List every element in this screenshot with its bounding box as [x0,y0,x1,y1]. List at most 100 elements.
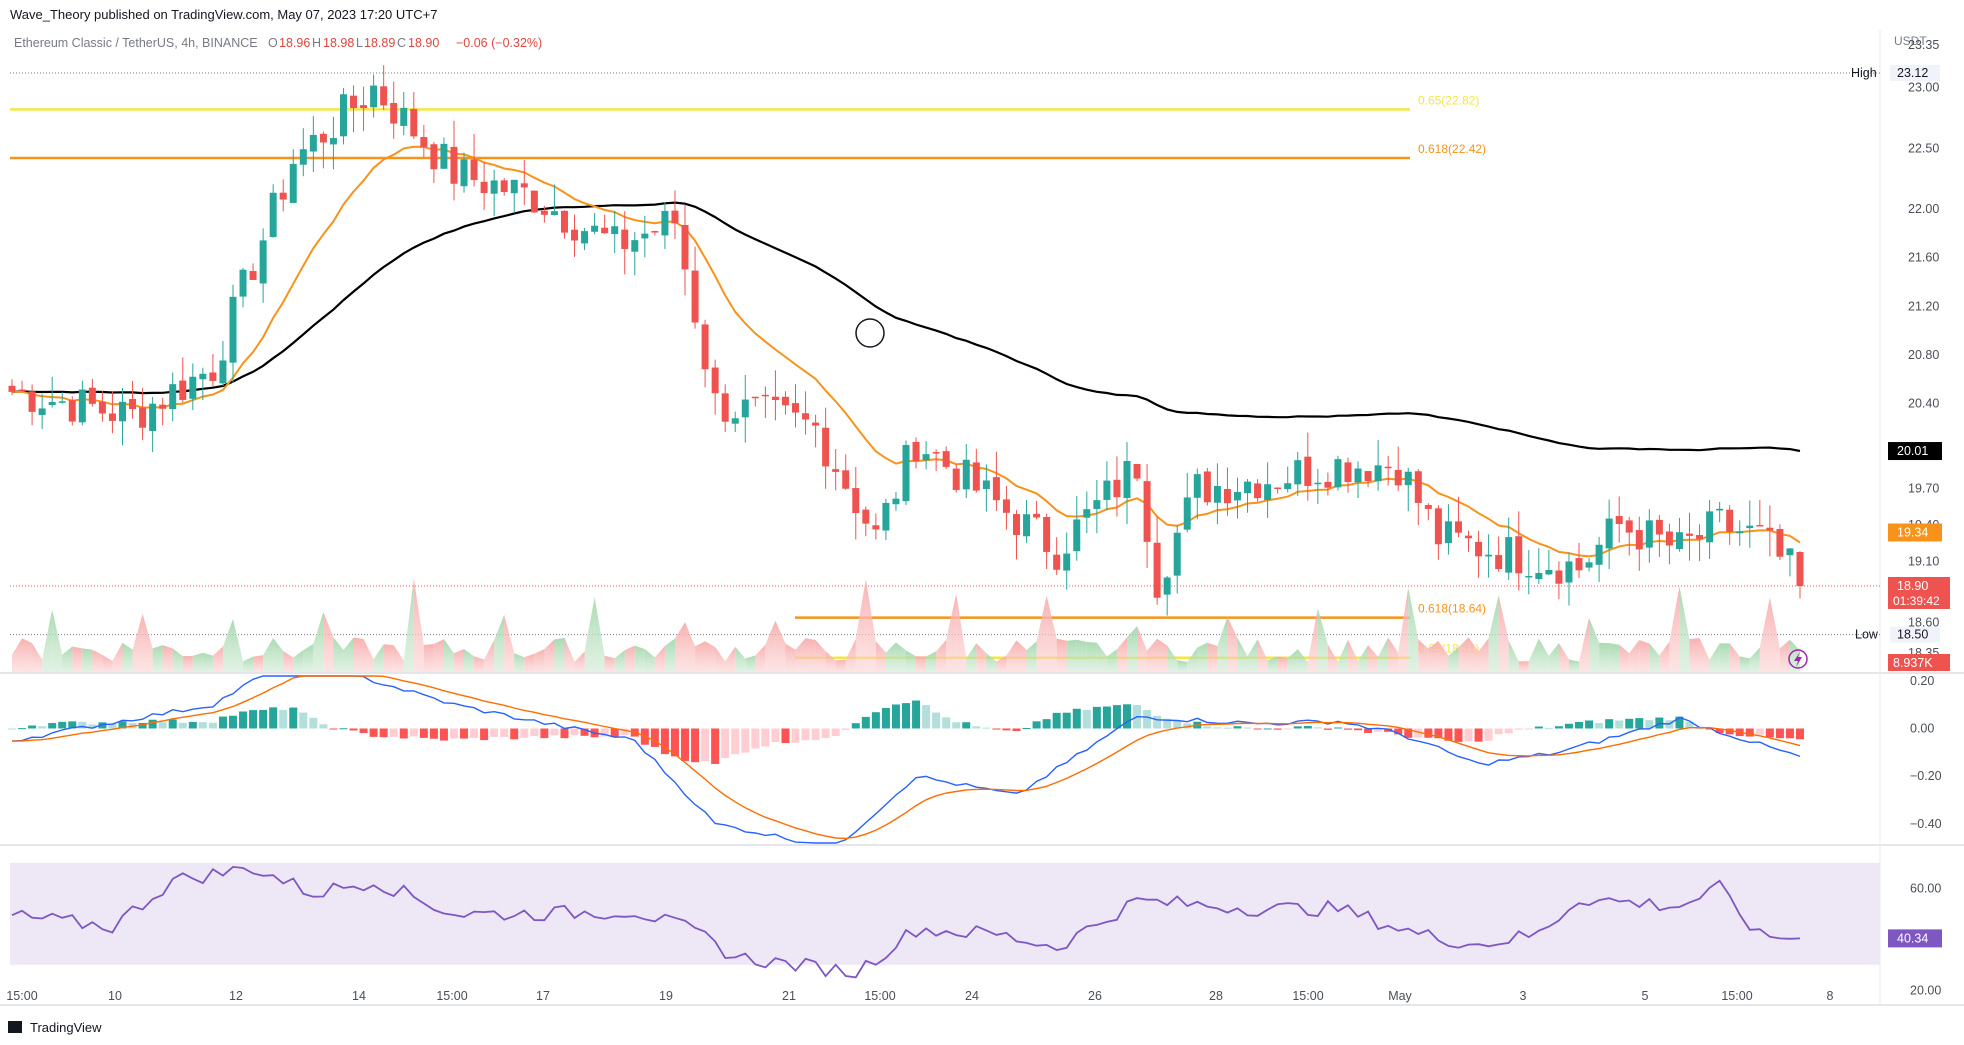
volume-area-segment [725,646,736,672]
ohlc-low: 18.89 [364,36,395,50]
macd-histogram-bar [1504,728,1513,734]
volume-area-segment [383,644,394,672]
volume-area-segment [192,652,203,672]
volume-area-segment [1418,639,1429,672]
macd-histogram-bar [269,707,278,729]
time-tick-label: 15:00 [1721,989,1752,1003]
volume-area-segment [594,597,605,672]
fibonacci-levels[interactable]: 0.65(22.82)0.618(22.42)0.618(18.64)0.65(… [10,93,1486,659]
macd-histogram-bar [1122,704,1131,729]
macd-histogram-bar [1092,706,1101,729]
volume-area-segment [1779,639,1790,672]
macd-histogram-bar [851,723,860,729]
volume-area-segment [634,645,645,672]
candle-body [289,163,297,203]
rsi-line [11,865,1801,979]
candle-body [28,391,36,412]
macd-histogram-bar [1595,723,1604,729]
ohlc-o-label: O [268,36,278,50]
volume-area-segment [343,637,354,672]
candle-body [309,134,317,152]
macd-histogram-bar [1293,726,1302,729]
candle-body [651,231,659,233]
candle-body [1093,500,1101,509]
macd-histogram-bar [972,726,981,729]
volume-area-segment [785,643,796,672]
volume-area-segment [1197,642,1208,672]
macd-histogram-bar [8,728,16,730]
candle-body [942,451,950,467]
macd-histogram-bar [470,728,479,738]
candle-body [139,407,147,428]
candle-body [149,403,157,431]
volume-area-segment [805,638,816,672]
candle-body [1776,529,1784,557]
macd-histogram-bar [1554,726,1563,729]
macd-histogram-bar [1032,721,1041,729]
macd-histogram-bar [1685,721,1694,729]
volume-area-segment [1026,641,1037,672]
macd-histogram-bar [1534,726,1543,729]
volume-area-segment [1307,608,1318,672]
candle-body [601,227,609,234]
lightning-icon[interactable] [1788,649,1808,669]
time-tick-label: 5 [1642,989,1649,1003]
candle-body [1223,488,1231,504]
candle-body [480,181,488,193]
macd-histogram-bar [1364,728,1373,733]
candle-body [1113,479,1121,498]
macd-histogram-bar [1012,728,1021,732]
volume-area-segment [745,655,756,672]
volume-area-segment [1358,645,1369,672]
countdown-badge: 01:39:42 [1893,594,1940,608]
volume-area-segment [845,638,856,672]
candle-body [631,240,639,252]
volume-area-segment [474,656,485,672]
brand-name: TradingView [30,1020,102,1035]
macd-histogram-bar [329,728,338,730]
macd-histogram-bar [1474,728,1483,742]
volume-area-segment [956,593,967,672]
macd-histogram-bar [239,711,248,729]
candle-body [38,408,46,415]
macd-histogram-bar [570,728,579,735]
time-tick-label: 15:00 [436,989,467,1003]
symbol-legend[interactable]: Ethereum Classic / TetherUS, 4h, BINANCE… [14,36,542,50]
volume-area-segment [705,641,716,672]
price-axis[interactable]: 23.35 23.00 22.50 22.00 21.60 21.20 20.80 20.40… [1908,38,1939,660]
volume-area-segment [1729,643,1740,672]
volume-area-segment [1378,637,1389,672]
macd-histogram-bar [449,728,458,739]
candle-body [1635,530,1643,550]
price-tick-label: 23.35 [1908,38,1939,52]
candle-body [18,389,26,391]
macd-histogram-bar [1745,728,1754,737]
macd-histogram-bar [1715,728,1724,734]
tradingview-logo[interactable]: TradingView [8,1020,102,1035]
candle-body [540,210,548,215]
volume-area-segment [735,646,746,672]
macd-histogram-bar [1042,719,1051,729]
macd-axis[interactable]: 0.20 0.00 −0.20 −0.40 [1910,674,1942,831]
rsi-badge-bg [1888,929,1942,948]
macd-histogram-bar [1785,728,1794,739]
volume-area-segment [52,609,63,672]
ema-cross-circle-marker[interactable] [855,318,885,348]
volume-area-segment [62,646,73,672]
candle-body [1726,509,1734,532]
macd-histogram-bar [1173,720,1182,729]
time-tick-label: 28 [1209,989,1223,1003]
candle-body [1103,480,1111,500]
macd-histogram-bar [1243,727,1252,729]
price-tick-label: 20.80 [1908,348,1939,362]
time-tick-label: 17 [536,989,550,1003]
macd-histogram-bar [379,728,388,738]
volume-area-segment [413,578,424,672]
candle-body [239,269,247,297]
ohlc-c-label: C [397,36,406,50]
time-axis[interactable]: 15:00 10 12 14 15:00 17 19 21 15:00 24 26 28 15:00 Ma… [6,989,1833,1003]
macd-histogram-bar [1494,728,1503,735]
candle-body [1605,518,1613,549]
